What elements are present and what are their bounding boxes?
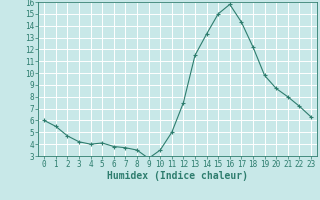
X-axis label: Humidex (Indice chaleur): Humidex (Indice chaleur) <box>107 171 248 181</box>
